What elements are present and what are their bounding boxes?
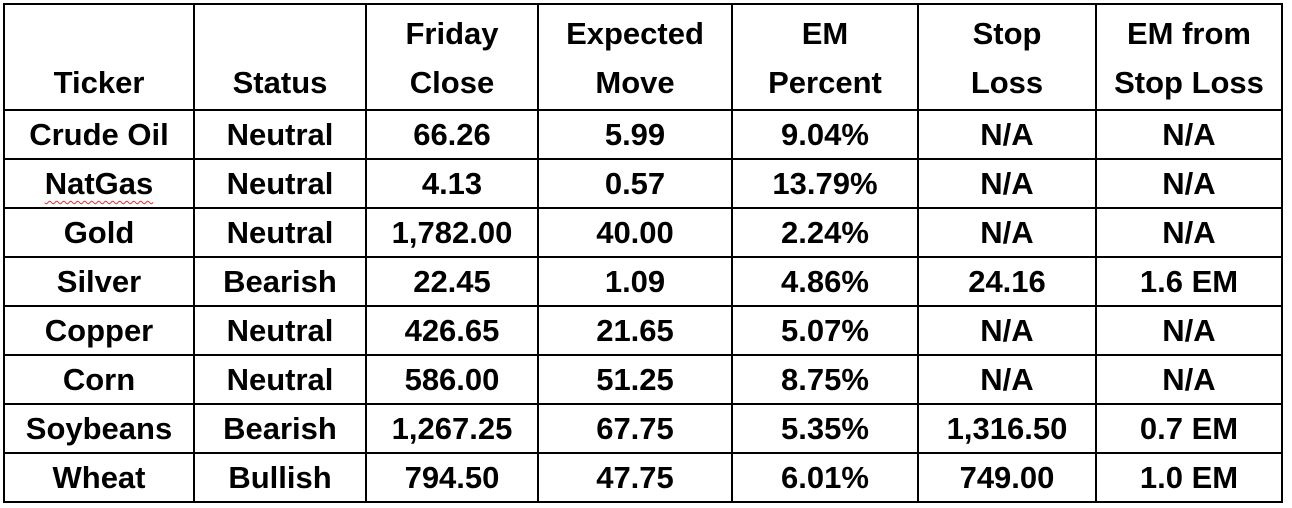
- cell-em-from-stop-loss: N/A: [1095, 158, 1283, 209]
- cell-expected-move: 47.75: [537, 452, 733, 503]
- cell-em-percent: 13.79%: [731, 158, 919, 209]
- cell-em-percent: 5.07%: [731, 305, 919, 356]
- cell-stop-loss: N/A: [917, 109, 1097, 160]
- header-expected-move: Expected Move: [537, 3, 733, 111]
- cell-expected-move: 67.75: [537, 403, 733, 454]
- cell-friday-close: 794.50: [365, 452, 539, 503]
- header-stop-loss: Stop Loss: [917, 3, 1097, 111]
- table-row: Gold Neutral 1,782.00 40.00 2.24% N/A N/…: [3, 207, 1283, 258]
- cell-expected-move: 21.65: [537, 305, 733, 356]
- cell-ticker: Crude Oil: [3, 109, 195, 160]
- table-row: Corn Neutral 586.00 51.25 8.75% N/A N/A: [3, 354, 1283, 405]
- cell-stop-loss: N/A: [917, 305, 1097, 356]
- cell-status: Bearish: [193, 403, 367, 454]
- cell-friday-close: 22.45: [365, 256, 539, 307]
- table-row: Crude Oil Neutral 66.26 5.99 9.04% N/A N…: [3, 109, 1283, 160]
- cell-ticker: Copper: [3, 305, 195, 356]
- header-stop-loss-line2: Loss: [970, 65, 1044, 100]
- header-status-label: Status: [232, 65, 328, 100]
- cell-friday-close: 1,267.25: [365, 403, 539, 454]
- cell-stop-loss: N/A: [917, 158, 1097, 209]
- table-row: Wheat Bullish 794.50 47.75 6.01% 749.00 …: [3, 452, 1283, 503]
- header-em-from-stop-loss-line1: EM from: [1127, 16, 1251, 51]
- header-em-percent-line2: Percent: [768, 65, 882, 100]
- cell-ticker: NatGas: [3, 158, 195, 209]
- cell-em-percent: 9.04%: [731, 109, 919, 160]
- header-row: Ticker Status Friday Close Expected Move…: [3, 3, 1283, 111]
- cell-status: Bullish: [193, 452, 367, 503]
- header-friday-close-line1: Friday: [405, 16, 499, 51]
- cell-em-from-stop-loss: 0.7 EM: [1095, 403, 1283, 454]
- header-expected-move-line1: Expected: [566, 16, 704, 51]
- cell-friday-close: 586.00: [365, 354, 539, 405]
- header-ticker: Ticker: [3, 3, 195, 111]
- header-friday-close: Friday Close: [365, 3, 539, 111]
- table-row: Silver Bearish 22.45 1.09 4.86% 24.16 1.…: [3, 256, 1283, 307]
- cell-ticker: Gold: [3, 207, 195, 258]
- cell-stop-loss: 24.16: [917, 256, 1097, 307]
- cell-em-from-stop-loss: 1.6 EM: [1095, 256, 1283, 307]
- cell-status: Neutral: [193, 305, 367, 356]
- header-em-from-stop-loss-line2: Stop Loss: [1114, 65, 1264, 100]
- cell-ticker: Wheat: [3, 452, 195, 503]
- cell-stop-loss: 749.00: [917, 452, 1097, 503]
- cell-em-from-stop-loss: N/A: [1095, 207, 1283, 258]
- cell-ticker: Silver: [3, 256, 195, 307]
- cell-status: Neutral: [193, 354, 367, 405]
- cell-expected-move: 5.99: [537, 109, 733, 160]
- cell-em-percent: 2.24%: [731, 207, 919, 258]
- cell-status: Bearish: [193, 256, 367, 307]
- cell-em-from-stop-loss: N/A: [1095, 109, 1283, 160]
- header-em-percent: EM Percent: [731, 3, 919, 111]
- cell-stop-loss: N/A: [917, 354, 1097, 405]
- cell-em-percent: 4.86%: [731, 256, 919, 307]
- cell-em-from-stop-loss: 1.0 EM: [1095, 452, 1283, 503]
- cell-expected-move: 51.25: [537, 354, 733, 405]
- cell-em-from-stop-loss: N/A: [1095, 354, 1283, 405]
- header-stop-loss-line1: Stop: [972, 16, 1042, 51]
- cell-friday-close: 1,782.00: [365, 207, 539, 258]
- cell-em-from-stop-loss: N/A: [1095, 305, 1283, 356]
- table-row: Soybeans Bearish 1,267.25 67.75 5.35% 1,…: [3, 403, 1283, 454]
- spellcheck-underlined-ticker: NatGas: [44, 166, 154, 201]
- cell-ticker: Soybeans: [3, 403, 195, 454]
- cell-em-percent: 6.01%: [731, 452, 919, 503]
- cell-expected-move: 40.00: [537, 207, 733, 258]
- header-em-percent-line1: EM: [801, 16, 849, 51]
- header-ticker-label: Ticker: [53, 65, 145, 100]
- cell-friday-close: 4.13: [365, 158, 539, 209]
- cell-ticker: Corn: [3, 354, 195, 405]
- cell-em-percent: 5.35%: [731, 403, 919, 454]
- header-em-from-stop-loss: EM from Stop Loss: [1095, 3, 1283, 111]
- table-row: Copper Neutral 426.65 21.65 5.07% N/A N/…: [3, 305, 1283, 356]
- cell-stop-loss: 1,316.50: [917, 403, 1097, 454]
- cell-friday-close: 66.26: [365, 109, 539, 160]
- header-expected-move-line2: Move: [595, 65, 675, 100]
- cell-em-percent: 8.75%: [731, 354, 919, 405]
- cell-friday-close: 426.65: [365, 305, 539, 356]
- expected-move-table: Ticker Status Friday Close Expected Move…: [3, 3, 1283, 503]
- cell-status: Neutral: [193, 109, 367, 160]
- cell-expected-move: 0.57: [537, 158, 733, 209]
- header-friday-close-line2: Close: [409, 65, 495, 100]
- table-row: NatGas Neutral 4.13 0.57 13.79% N/A N/A: [3, 158, 1283, 209]
- cell-expected-move: 1.09: [537, 256, 733, 307]
- cell-stop-loss: N/A: [917, 207, 1097, 258]
- cell-status: Neutral: [193, 158, 367, 209]
- header-status: Status: [193, 3, 367, 111]
- cell-status: Neutral: [193, 207, 367, 258]
